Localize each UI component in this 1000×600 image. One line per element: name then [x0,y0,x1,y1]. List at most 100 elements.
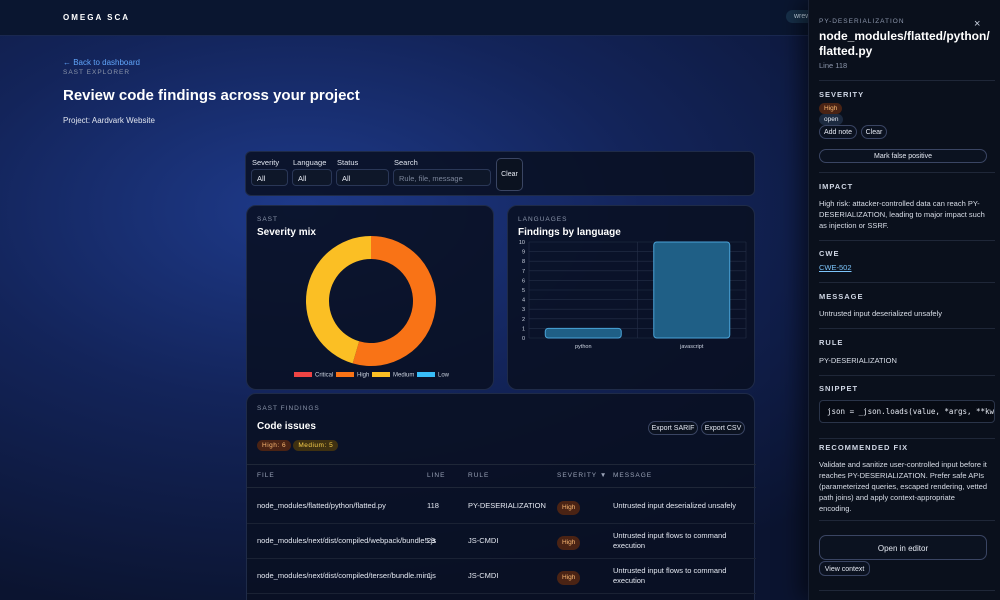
table-cell: Untrusted input deserialized unsafely [613,500,736,510]
drawer-kicker: PY-DESERIALIZATION [819,18,905,25]
bar [544,327,622,339]
y-tick-label: 7 [522,269,525,275]
chart-kicker: SAST [257,216,278,223]
column-header: LINE [427,472,446,479]
filter-label: Severity [252,158,280,167]
table-cell: node_modules/next/dist/compiled/terser/b… [257,570,436,580]
divider [819,328,995,329]
section-heading: RULE [819,338,844,347]
legend-label: High [357,373,369,379]
legend-label: Critical [315,373,333,379]
view-context-button[interactable]: View context [819,561,870,576]
fix-text: Validate and sanitize user-controlled in… [819,460,988,513]
table-cell: JS-CMDI [468,570,499,580]
filter-select[interactable]: All [336,169,389,186]
x-tick-label: python [575,344,592,350]
language-card: LANGUAGES Findings by language 0 1 2 3 4 5 6 7 8… [507,205,755,390]
donut-chart: Critical High Medium Low [294,236,450,379]
row-divider [247,593,756,594]
kicker: SAST EXPLORER [63,69,131,76]
severity-cell: High [557,501,581,515]
column-header: SEVERITY ▼ [557,472,608,479]
y-tick-label: 0 [522,336,525,342]
legend-label: Medium [393,373,414,379]
table-cell: Untrusted input flows to command executi… [613,565,727,585]
brand: OMEGA SCA [63,13,131,22]
y-tick-label: 9 [522,250,525,256]
impact-text: High risk: attacker-controlled data can … [819,199,985,230]
severity-badge: High [819,103,843,114]
divider [819,80,995,81]
donut-slice [306,236,371,364]
status-badge: open [819,114,844,125]
y-tick-label: 2 [522,317,525,323]
column-header: FILE [257,472,275,479]
chart-kicker: LANGUAGES [518,216,568,223]
y-tick-label: 3 [522,307,525,313]
open-editor-button[interactable]: Open in editor [819,535,987,560]
clear-button[interactable]: Clear [496,158,523,191]
badges: High: 6 Medium: 5 [257,440,339,451]
section-heading: CWE [819,249,840,258]
x-tick-label: javascript [679,344,704,350]
severity-badge: High [557,501,581,515]
filter-label: Status [337,158,359,167]
divider [819,375,995,376]
row-divider [247,523,756,524]
divider [819,520,995,521]
y-tick-label: 1 [522,326,525,332]
table-cell: 118 [427,500,439,510]
divider [819,590,995,591]
filter-select[interactable]: All [251,169,288,186]
drawer-title: node_modules/flatted/python/flatted.py [819,29,990,58]
section-heading: SEVERITY [819,90,865,99]
severity-cell: High [557,536,581,550]
legend-swatch [372,372,390,377]
severity-cell: High [557,571,581,585]
add-note-button[interactable]: Add note [819,125,857,139]
divider [819,282,995,283]
rule-text: PY-DESERIALIZATION [819,356,897,365]
row-divider [247,558,756,559]
y-tick-label: 10 [519,240,525,246]
table-cell: node_modules/flatted/python/flatted.py [257,500,386,510]
table-cell: PY-DESERIALIZATION [468,500,546,510]
section-heading: IMPACT [819,182,854,191]
y-tick-label: 5 [522,288,525,294]
cwe-link[interactable]: CWE-502 [819,263,852,272]
badge: Medium: 5 [293,440,339,451]
table-cell: node_modules/next/dist/compiled/webpack/… [257,535,437,545]
filters: Severity All Language All Status All Sea… [245,151,755,196]
false-positive-button[interactable]: Mark false positive [819,149,987,163]
badge: High: 6 [257,440,292,451]
column-header: RULE [468,472,490,479]
code-snippet: json = _json.loads(value, *args, **kwarg… [819,400,995,423]
close-button[interactable]: × [974,18,981,30]
project: Project: Aardvark Website [63,116,155,125]
legend-swatch [417,372,435,377]
y-tick-label: 4 [522,298,525,304]
chart-title: Severity mix [257,227,316,238]
divider [819,438,995,439]
divider [819,240,995,241]
clear-button[interactable]: Clear [861,125,887,139]
export-button[interactable]: Export CSV [701,421,745,435]
filter-select[interactable]: All [292,169,332,186]
message-text: Untrusted input deserialized unsafely [819,309,942,318]
section-heading: RECOMMENDED FIX [819,443,909,452]
filter-label: Language [293,158,327,167]
severity-badge: High [557,571,581,585]
export-button[interactable]: Export SARIF [648,421,698,435]
legend-label: Low [438,373,450,379]
section-heading: MESSAGE [819,292,864,301]
y-tick-label: 8 [522,259,525,265]
table-cell: 1 [427,570,432,580]
bar [653,241,731,339]
back-link[interactable]: ← Back to dashboard [63,58,140,67]
section-title: Code issues [257,421,316,432]
section-heading: SNIPPET [819,384,859,393]
search-input[interactable]: Rule, file, message [393,169,491,186]
kicker: SAST FINDINGS [257,405,320,412]
bar-chart: 0 1 2 3 4 5 6 7 8 9 10 python javascript [519,240,747,350]
